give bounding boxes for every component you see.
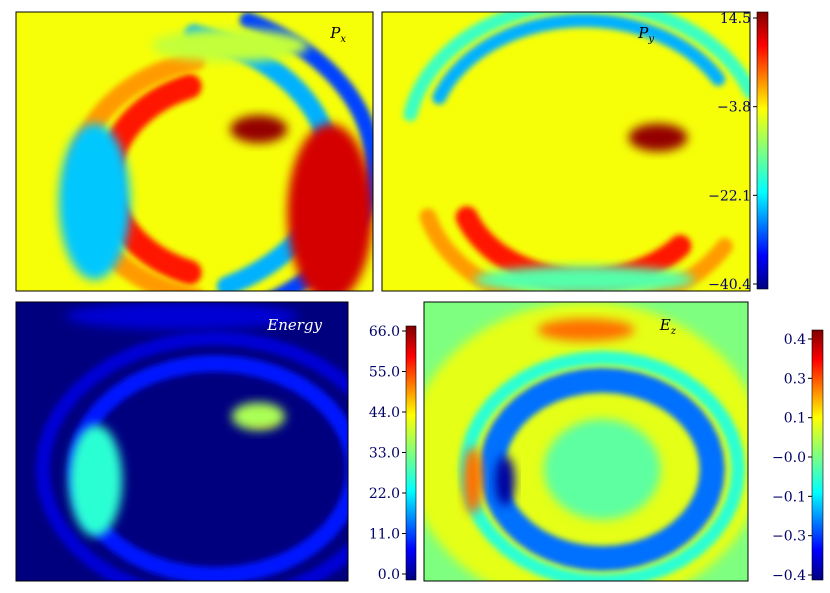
panel-frame: [15, 301, 349, 582]
heatmap-field: [403, 12, 750, 291]
field-blob: [231, 402, 285, 431]
field-arc: [479, 367, 725, 572]
colorbar-tick-label: −0.1: [772, 489, 806, 505]
colorbar-energy: 66.0 55.0 44.0 33.0 22.0 11.0 0.0: [369, 324, 417, 583]
colorbar-tick-label: 66.0: [369, 324, 400, 340]
heatmap-field: [58, 12, 373, 291]
field-arc: [432, 13, 726, 105]
colorbar-tick-label: −3.8: [717, 100, 751, 116]
colorbar-tick-label: −0.0: [772, 450, 806, 466]
field-blob: [495, 455, 515, 506]
field-blob: [65, 302, 299, 330]
field-blob: [69, 424, 123, 537]
field-blob: [474, 265, 695, 291]
field-blob: [230, 115, 288, 144]
field-blob: [543, 419, 661, 520]
panel-frame: [15, 11, 374, 292]
colorbar-tick-label: −0.3: [772, 529, 806, 545]
colorbar-gradient: [405, 325, 417, 581]
colorbar-tick-label: 33.0: [369, 446, 400, 462]
colorbar-tick-label: −40.4: [708, 277, 751, 293]
colorbar-tick-label: 44.0: [369, 405, 400, 421]
colorbar-tick-label: 0.1: [784, 411, 806, 427]
field-arc: [35, 331, 348, 581]
colorbar-gradient: [811, 329, 824, 581]
panel-frame: [381, 11, 751, 292]
panel-title: Py: [637, 24, 654, 45]
panel-title: Energy: [266, 316, 322, 334]
colorbar-tick-label: 11.0: [369, 527, 400, 543]
heatmap-panel-py: Py: [381, 11, 751, 292]
heatmap-panel-px: Px: [15, 11, 374, 292]
colorbar-tick-label: 0.0: [378, 567, 400, 583]
colorbar-ez: 0.4 0.3 0.1 −0.0 −0.1 −0.3 −0.4: [772, 329, 824, 584]
colorbar-tick-label: −0.4: [772, 568, 806, 584]
colorbar-gradient: [756, 11, 769, 290]
colorbar-top: 14.5 −3.8 −22.1 −40.4: [708, 11, 769, 293]
colorbar-tick-label: −22.1: [708, 188, 751, 204]
heatmap-field: [424, 302, 748, 581]
heatmap-panel-ez: Ez: [423, 301, 749, 582]
field-blob: [537, 318, 635, 342]
field-blob: [287, 123, 373, 291]
colorbar-tick-label: 0.4: [784, 332, 806, 348]
field-blob: [58, 123, 131, 280]
field-blob: [151, 28, 309, 63]
heatmap-panel-energy: Energy: [15, 301, 349, 582]
panel-title: Ez: [659, 316, 677, 337]
panel-title: Px: [329, 24, 346, 45]
colorbar-tick-label: 14.5: [720, 11, 751, 27]
heatmap-field: [35, 302, 348, 581]
field-arc: [403, 12, 750, 122]
colorbar-tick-label: 55.0: [369, 365, 400, 381]
colorbar-tick-label: 0.3: [784, 371, 806, 387]
panel-frame: [423, 301, 749, 582]
colorbar-tick-label: 22.0: [369, 486, 400, 502]
field-blob: [628, 123, 688, 152]
field-blob: [462, 447, 483, 515]
